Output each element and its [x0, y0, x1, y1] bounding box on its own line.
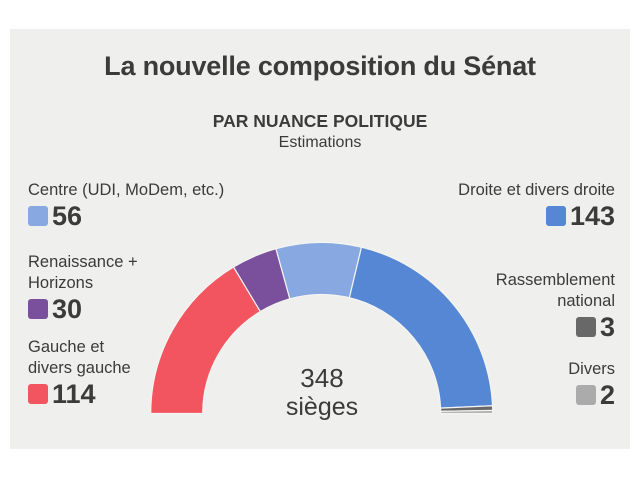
chart-note: Estimations — [278, 134, 362, 151]
legend-swatch — [575, 317, 596, 337]
legend-label: divers gauche — [28, 359, 131, 377]
chart-subtitle: PAR NUANCE POLITIQUE — [212, 111, 428, 131]
legend-value: 2 — [599, 380, 615, 410]
legend-swatch — [28, 299, 48, 319]
legend-label: Rassemblement — [495, 271, 615, 289]
legend-value: 143 — [569, 201, 615, 231]
legend-item-gauche: Gauche et divers gauche 114 — [28, 337, 131, 408]
legend-item-rn: Rassemblement national 3 — [496, 270, 615, 341]
legend-item-divers: Divers 2 — [568, 359, 615, 409]
legend-label: Horizons — [28, 274, 94, 292]
legend-swatch — [545, 206, 566, 226]
legend-label: Renaissance + — [28, 253, 138, 271]
legend-value: 114 — [52, 379, 96, 409]
legend-swatch — [575, 385, 596, 405]
legend-label: Droite et divers droite — [458, 181, 615, 199]
arc-segment-5 — [440, 409, 494, 415]
legend-label: Gauche et — [28, 338, 105, 356]
chart-panel — [10, 29, 630, 449]
legend-item-renaissance: Renaissance + Horizons 30 — [28, 252, 138, 323]
legend-label: Centre (UDI, MoDem, etc.) — [28, 181, 225, 199]
arc-segment-2 — [275, 241, 363, 300]
legend-value: 30 — [52, 294, 83, 324]
total-seats-value: 348 — [300, 363, 344, 393]
total-seats-label: sièges — [285, 393, 359, 421]
legend-value: 3 — [599, 312, 615, 342]
legend-value: 56 — [52, 201, 83, 231]
legend-label: national — [557, 292, 615, 310]
chart-title: La nouvelle composition du Sénat — [104, 51, 536, 81]
legend-swatch — [28, 384, 48, 404]
legend-item-droite: Droite et divers droite 143 — [458, 180, 615, 230]
legend-item-centre: Centre (UDI, MoDem, etc.) 56 — [28, 180, 224, 230]
legend-swatch — [28, 206, 48, 226]
legend-label: Divers — [568, 360, 615, 378]
